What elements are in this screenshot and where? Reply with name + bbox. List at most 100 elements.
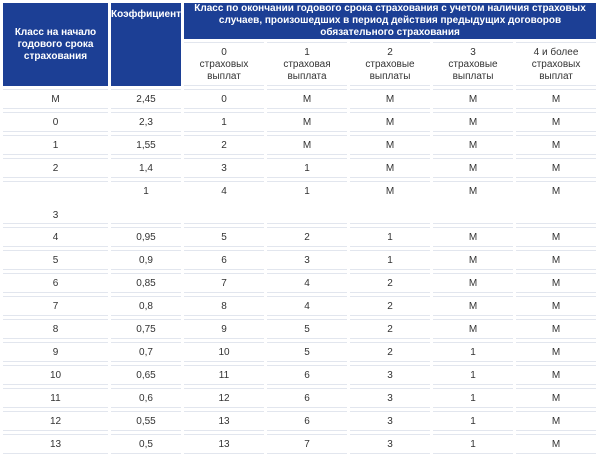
- cell-coefficient: 0,7: [111, 342, 181, 362]
- cell-payouts-2: М: [350, 112, 430, 132]
- cell-payouts-3: М: [433, 273, 513, 293]
- cell-payouts-1: 4: [267, 273, 347, 293]
- cell-coefficient: 0,65: [111, 365, 181, 385]
- cell-payouts-0: 11: [184, 365, 264, 385]
- cell-payouts-0: 13: [184, 411, 264, 431]
- table-row: 6 0,85 7 4 2 М М: [3, 273, 597, 293]
- cell-payouts-2: 3: [350, 434, 430, 454]
- table-row: М 2,45 0 М М М М: [3, 89, 597, 109]
- cell-payouts-1: М: [267, 135, 347, 155]
- cell-payouts-3: 1: [433, 434, 513, 454]
- cell-payouts-4: М: [516, 388, 597, 408]
- cell-payouts-3: М: [433, 181, 513, 224]
- cell-payouts-1: 2: [267, 227, 347, 247]
- cell-class-start: 6: [3, 273, 108, 293]
- cell-coefficient: 1,55: [111, 135, 181, 155]
- cell-payouts-3: 1: [433, 365, 513, 385]
- cell-payouts-1: 5: [267, 342, 347, 362]
- cell-payouts-3: М: [433, 158, 513, 178]
- header-payout-number: 2: [387, 47, 393, 58]
- cell-payouts-4: М: [516, 135, 597, 155]
- header-payout-number: 3: [470, 47, 476, 58]
- table-row: 9 0,7 10 5 2 1 М: [3, 342, 597, 362]
- cell-payouts-0: 7: [184, 273, 264, 293]
- table-row: 10 0,65 11 6 3 1 М: [3, 365, 597, 385]
- table-row: 11 0,6 12 6 3 1 М: [3, 388, 597, 408]
- cell-payouts-4: М: [516, 158, 597, 178]
- table-row: 5 0,9 6 3 1 М М: [3, 250, 597, 270]
- cell-payouts-0: 0: [184, 89, 264, 109]
- cell-payouts-0: 4: [184, 181, 264, 224]
- cell-payouts-2: М: [350, 135, 430, 155]
- table-row: 12 0,55 13 6 3 1 М: [3, 411, 597, 431]
- header-payout-label: страховые выплаты: [365, 59, 415, 82]
- cell-payouts-2: 1: [350, 250, 430, 270]
- header-payout-label: страховая выплата: [283, 59, 331, 82]
- cell-payouts-4: М: [516, 227, 597, 247]
- cell-payouts-4: М: [516, 250, 597, 270]
- cell-payouts-1: 5: [267, 319, 347, 339]
- cell-payouts-1: 4: [267, 296, 347, 316]
- header-class-end: Класс по окончании годового срока страхо…: [184, 3, 597, 39]
- header-payout-label: страховых выплат: [199, 59, 249, 82]
- table-row: 1 1,55 2 М М М М: [3, 135, 597, 155]
- cell-coefficient: 0,6: [111, 388, 181, 408]
- table-row: 13 0,5 13 7 3 1 М: [3, 434, 597, 454]
- header-payout-3: 3 страховые выплаты: [433, 42, 513, 86]
- cell-payouts-3: 1: [433, 342, 513, 362]
- cell-payouts-3: М: [433, 112, 513, 132]
- table-row: 2 1,4 3 1 М М М: [3, 158, 597, 178]
- cell-payouts-4: М: [516, 273, 597, 293]
- cell-payouts-3: 1: [433, 388, 513, 408]
- cell-payouts-2: М: [350, 89, 430, 109]
- cell-payouts-1: 6: [267, 365, 347, 385]
- cell-coefficient: 1,4: [111, 158, 181, 178]
- cell-class-start: 7: [3, 296, 108, 316]
- cell-payouts-4: М: [516, 342, 597, 362]
- cell-payouts-2: 3: [350, 411, 430, 431]
- cell-coefficient: 2,3: [111, 112, 181, 132]
- cell-payouts-4: М: [516, 365, 597, 385]
- header-payout-number: 0: [221, 47, 227, 58]
- cell-payouts-4: М: [516, 112, 597, 132]
- cell-coefficient: 0,85: [111, 273, 181, 293]
- cell-payouts-0: 2: [184, 135, 264, 155]
- cell-payouts-0: 6: [184, 250, 264, 270]
- cell-class-start: 1: [3, 135, 108, 155]
- cell-class-start: 2: [3, 158, 108, 178]
- cell-payouts-1: М: [267, 89, 347, 109]
- cell-payouts-0: 1: [184, 112, 264, 132]
- cell-payouts-4: М: [516, 181, 597, 224]
- cell-payouts-0: 5: [184, 227, 264, 247]
- header-payout-0: 0 страховых выплат: [184, 42, 264, 86]
- header-class-start: Класс на начало годового срока страхован…: [3, 3, 108, 86]
- cell-payouts-2: 3: [350, 388, 430, 408]
- cell-coefficient: 1: [111, 181, 181, 224]
- cell-coefficient: 0,9: [111, 250, 181, 270]
- cell-payouts-3: М: [433, 135, 513, 155]
- table-row: 7 0,8 8 4 2 М М: [3, 296, 597, 316]
- cell-payouts-0: 12: [184, 388, 264, 408]
- header-payout-4: 4 и более страховых выплат: [516, 42, 597, 86]
- cell-payouts-1: 1: [267, 181, 347, 224]
- cell-payouts-3: М: [433, 296, 513, 316]
- cell-payouts-1: 1: [267, 158, 347, 178]
- cell-payouts-1: 6: [267, 388, 347, 408]
- cell-payouts-1: 7: [267, 434, 347, 454]
- header-payout-label: страховых выплат: [531, 59, 581, 82]
- cell-payouts-4: М: [516, 296, 597, 316]
- cell-class-start: М: [3, 89, 108, 109]
- cell-payouts-3: М: [433, 319, 513, 339]
- cell-payouts-0: 10: [184, 342, 264, 362]
- cell-payouts-0: 9: [184, 319, 264, 339]
- cell-class-start: 11: [3, 388, 108, 408]
- cell-payouts-2: 2: [350, 342, 430, 362]
- cell-class-start: 3: [3, 181, 108, 224]
- cell-payouts-3: 1: [433, 411, 513, 431]
- cell-payouts-3: М: [433, 250, 513, 270]
- header-coefficient: Коэффициент: [111, 3, 181, 86]
- cell-payouts-2: М: [350, 181, 430, 224]
- cell-payouts-2: 3: [350, 365, 430, 385]
- cell-payouts-0: 3: [184, 158, 264, 178]
